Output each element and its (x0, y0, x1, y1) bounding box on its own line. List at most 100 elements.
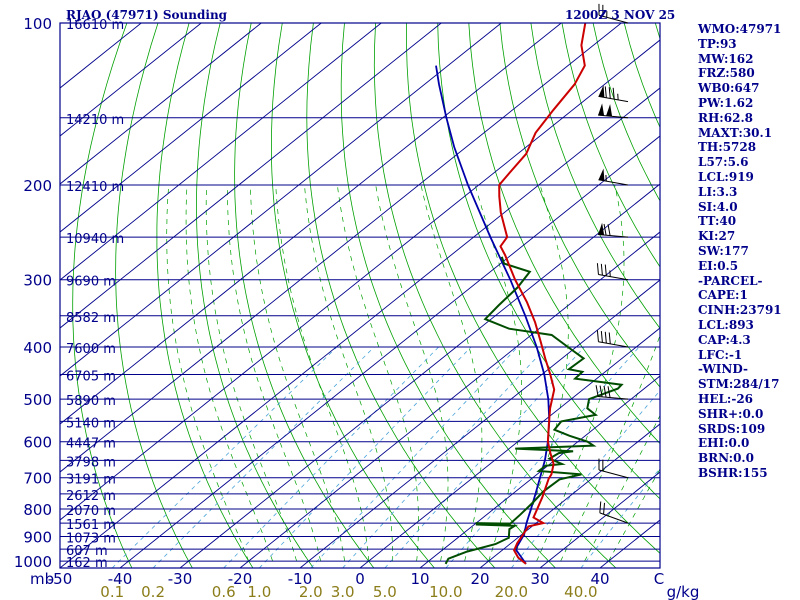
index-item: STM:284/17 (698, 377, 780, 392)
index-item: CAPE:1 (698, 288, 748, 303)
height-label: 6705 m (66, 369, 116, 384)
isotherm-line (60, 23, 502, 377)
isotherm-line (60, 23, 622, 473)
temperature-tick-label: 0 (355, 570, 365, 588)
dewpoint-line (444, 256, 624, 565)
index-item: WMO:47971 (698, 22, 782, 36)
wind-barb (598, 168, 629, 186)
isotherm-line (239, 231, 660, 568)
index-item: TP:93 (698, 36, 737, 51)
wind-barb (596, 330, 629, 348)
pressure-tick-label: 900 (23, 528, 52, 546)
index-item: BSHR:155 (698, 465, 768, 480)
temperature-tick-label: 20 (470, 570, 489, 588)
dry-adiabat-line (196, 23, 314, 568)
wind-barb-full (612, 87, 615, 100)
parcel-trace-line (435, 65, 551, 565)
height-label: 2612 m (66, 489, 116, 504)
pressure-tick-label: 200 (23, 177, 52, 195)
dry-adiabat-line (780, 23, 800, 568)
temperature-tick-label: 10 (410, 570, 429, 588)
wind-barb-full (603, 502, 606, 515)
mixing-ratio-line (223, 346, 439, 568)
wind-barb-full (608, 87, 611, 99)
mixing-ratio-line (510, 390, 660, 568)
temperature-tick-label: -20 (228, 570, 253, 588)
wind-barb-flag (598, 103, 605, 116)
height-label: 1073 m (66, 531, 116, 546)
moist-adiabat-line (375, 184, 449, 562)
wind-barb (598, 103, 629, 119)
wind-barbs (595, 3, 629, 524)
wind-barb (598, 85, 629, 103)
height-label: 1561 m (66, 518, 116, 533)
index-item: EHI:0.0 (698, 436, 750, 451)
wind-barb-full (604, 86, 607, 98)
mixing-ratio-label: 1.0 (247, 583, 271, 600)
index-item: LCL:919 (698, 169, 754, 184)
moist-adiabat-line (250, 184, 345, 562)
isotherm-line (60, 23, 262, 185)
wind-barb-staff (599, 512, 629, 524)
index-item: TT:40 (698, 214, 737, 229)
wind-barb-full (600, 331, 603, 343)
height-label: 9690 m (66, 275, 116, 290)
isotherm-line (539, 471, 660, 568)
index-item: HEL:-26 (698, 391, 754, 406)
wind-barb-staff (598, 341, 629, 348)
index-item: FRZ:580 (698, 66, 755, 81)
dry-adiabat-line (234, 23, 375, 568)
pressure-tick-label: 1000 (14, 553, 52, 571)
wind-barb (598, 3, 629, 24)
temperature-tick-label: -40 (108, 570, 133, 588)
wind-barb-flag (598, 222, 605, 235)
mixing-ratio-line (342, 346, 547, 568)
dry-adiabat-line (561, 23, 660, 268)
sounding-indices-panel: WMO:47971 TP:93 MW:162 FRZ:580 WB0:647 PW:1.6… (698, 22, 782, 481)
wind-barb-staff (598, 234, 629, 238)
height-label: 12410 m (66, 180, 124, 195)
moist-adiabat-line (536, 184, 625, 562)
dry-adiabat-line (72, 23, 133, 568)
height-label: 3191 m (66, 473, 116, 488)
pressure-tick-label: 600 (23, 434, 52, 452)
pressure-unit-label: mb (30, 570, 54, 588)
isotherm-line (119, 135, 660, 568)
isobar-lines (60, 22, 660, 562)
height-label: 162 m (66, 556, 108, 571)
temperature-tick-label: 30 (530, 570, 549, 588)
mixing-ratio-unit-label: g/kg (667, 583, 700, 600)
mixing-ratio-line (310, 346, 518, 568)
wind-barb-full (595, 385, 599, 397)
wind-barb (596, 263, 629, 281)
height-label: 16610 m (66, 18, 124, 33)
index-item: PW:1.62 (698, 95, 754, 110)
wind-barb-staff (598, 469, 629, 479)
wind-barb-staff (598, 395, 629, 400)
index-item: LFC:-1 (698, 347, 743, 362)
height-label: 10940 m (66, 232, 124, 247)
dry-adiabat-line (437, 23, 660, 500)
moist-adiabat-line (185, 184, 273, 562)
wind-barb-full (600, 263, 603, 276)
index-item: TH:5728 (698, 140, 757, 155)
mixing-ratio-line (152, 346, 375, 568)
wind-barb-flag (606, 104, 613, 117)
index-item: SHR+:0.0 (698, 406, 764, 421)
moist-adiabat-line (166, 184, 249, 562)
height-label: 8582 m (66, 311, 116, 326)
index-item: CAP:4.3 (698, 332, 751, 347)
wind-barb-full (596, 330, 599, 342)
isotherm-line (60, 23, 202, 137)
wind-barb-full (599, 501, 602, 513)
mixing-ratio-line (111, 346, 338, 568)
height-label: 4447 m (66, 437, 116, 452)
pressure-tick-label: 800 (23, 501, 52, 519)
pressure-tick-label: 500 (23, 391, 52, 409)
mixing-ratio-line (259, 346, 472, 568)
index-item: CINH:23791 (698, 303, 782, 318)
temperature-line (498, 23, 587, 565)
index-item: EI:0.5 (698, 258, 739, 273)
isotherm-line (60, 39, 660, 521)
wind-barb (595, 385, 629, 400)
